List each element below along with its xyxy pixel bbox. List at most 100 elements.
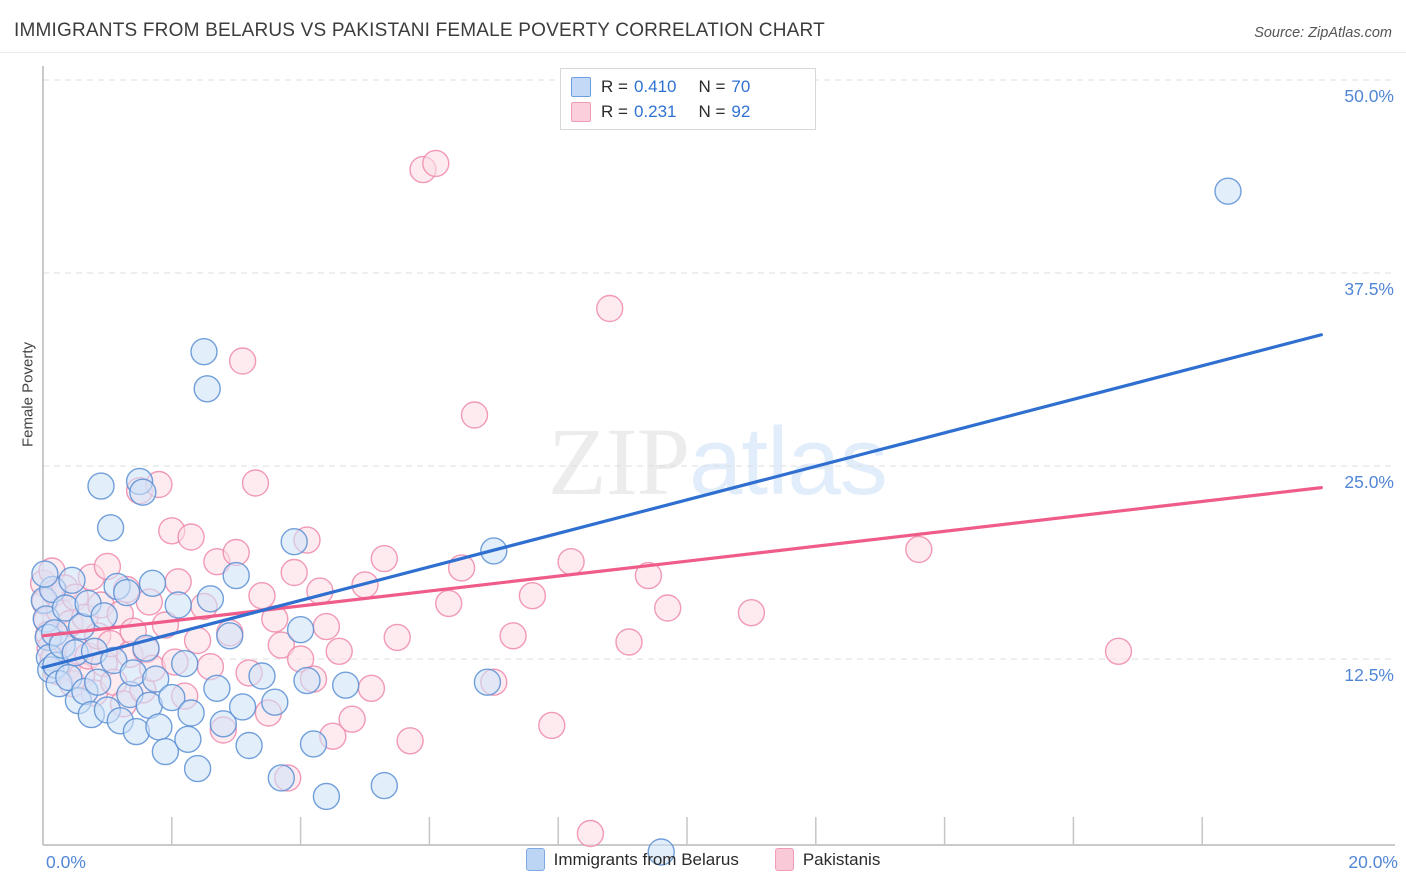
x-axis-tick-label-max: 20.0% [1348, 852, 1398, 872]
data-point [325, 637, 353, 665]
data-point [216, 622, 244, 650]
series-swatch-pakistanis [774, 848, 794, 871]
y-axis-tick-label: 25.0% [1344, 472, 1394, 492]
data-point [203, 674, 231, 702]
data-point [141, 665, 170, 693]
page-title: IMMIGRANTS FROM BELARUS VS PAKISTANI FEM… [14, 20, 825, 41]
data-point [473, 668, 502, 696]
data-point [122, 717, 151, 746]
data-point [151, 611, 180, 639]
data-point [357, 674, 386, 702]
legend-n-value: 70 [731, 76, 751, 96]
data-point [615, 628, 643, 656]
correlation-legend: R = 0.410 N = 70 R = 0.231 N = 92 [560, 68, 816, 130]
data-point [177, 699, 205, 727]
data-point [576, 819, 605, 848]
data-point [96, 514, 125, 542]
data-point [138, 569, 167, 597]
data-point [196, 585, 225, 613]
data-point [370, 544, 398, 573]
data-point [170, 649, 199, 678]
series-legend-item-belarus[interactable]: Immigrants from Belarus [525, 848, 739, 871]
data-point [209, 710, 238, 738]
data-point [158, 683, 186, 712]
data-point [151, 737, 180, 766]
data-point [422, 149, 450, 178]
y-axis-tick-label: 37.5% [1344, 279, 1394, 299]
data-point [145, 713, 173, 741]
data-point [1104, 637, 1133, 665]
trendline-belarus [41, 333, 1323, 670]
data-point [164, 591, 192, 619]
data-point [1214, 177, 1242, 205]
data-point [370, 771, 398, 800]
data-point [190, 338, 218, 366]
legend-swatch-pakistanis [571, 101, 591, 122]
data-point [174, 725, 202, 753]
data-point [228, 693, 257, 721]
series-swatch-belarus [525, 848, 545, 871]
data-point [435, 589, 463, 618]
data-point [222, 538, 250, 567]
data-point [293, 666, 321, 695]
legend-r-label: R = [601, 76, 628, 96]
data-point [280, 528, 308, 556]
data-point [87, 472, 115, 500]
legend-n-value: 92 [731, 101, 751, 121]
data-point [737, 599, 766, 627]
data-point [596, 294, 624, 323]
data-point [267, 764, 295, 792]
data-point [460, 401, 489, 429]
data-point [905, 535, 933, 564]
legend-r-value: 0.231 [633, 101, 677, 121]
data-point [312, 612, 341, 641]
data-point [338, 705, 366, 733]
data-point [241, 469, 270, 497]
legend-r-label: R = [601, 101, 628, 121]
source-attribution: Source: ZipAtlas.com [1254, 25, 1392, 41]
legend-row-pakistanis: R = 0.231 N = 92 [571, 99, 805, 124]
data-point [299, 730, 328, 758]
data-point [90, 602, 118, 630]
data-point [31, 560, 59, 588]
data-point [58, 566, 86, 594]
header-divider [0, 52, 1406, 53]
data-point [248, 662, 276, 690]
data-point [119, 659, 147, 687]
legend-n-label: N = [698, 101, 726, 121]
data-point [647, 838, 675, 866]
data-point [538, 711, 566, 740]
data-point [280, 558, 308, 587]
data-point [634, 561, 663, 590]
data-point [248, 582, 276, 610]
data-point [286, 616, 315, 644]
data-point [193, 375, 221, 403]
y-axis-tick-label: 12.5% [1344, 665, 1394, 685]
scatter-series-belarus [30, 177, 1242, 866]
data-point [228, 347, 257, 375]
data-point [112, 578, 141, 607]
data-point [267, 631, 295, 659]
data-point [557, 548, 585, 576]
data-point [332, 671, 360, 699]
data-point [518, 582, 547, 610]
series-legend: Immigrants from Belarus Pakistanis [0, 848, 1406, 871]
legend-n-label: N = [698, 76, 726, 96]
data-point [129, 478, 157, 506]
data-point [222, 561, 250, 590]
x-axis-tick-label-min: 0.0% [46, 852, 86, 872]
data-point [396, 727, 424, 755]
data-point [499, 622, 527, 650]
data-point [235, 731, 263, 760]
data-point [183, 754, 212, 783]
y-axis-tick-label: 50.0% [1344, 86, 1394, 106]
data-point [183, 626, 212, 655]
data-point [177, 523, 205, 551]
series-legend-item-pakistanis[interactable]: Pakistanis [774, 848, 880, 871]
data-point [164, 568, 192, 596]
legend-row-belarus: R = 0.410 N = 70 [571, 74, 805, 99]
data-point [83, 668, 112, 696]
series-legend-label: Immigrants from Belarus [553, 849, 739, 869]
